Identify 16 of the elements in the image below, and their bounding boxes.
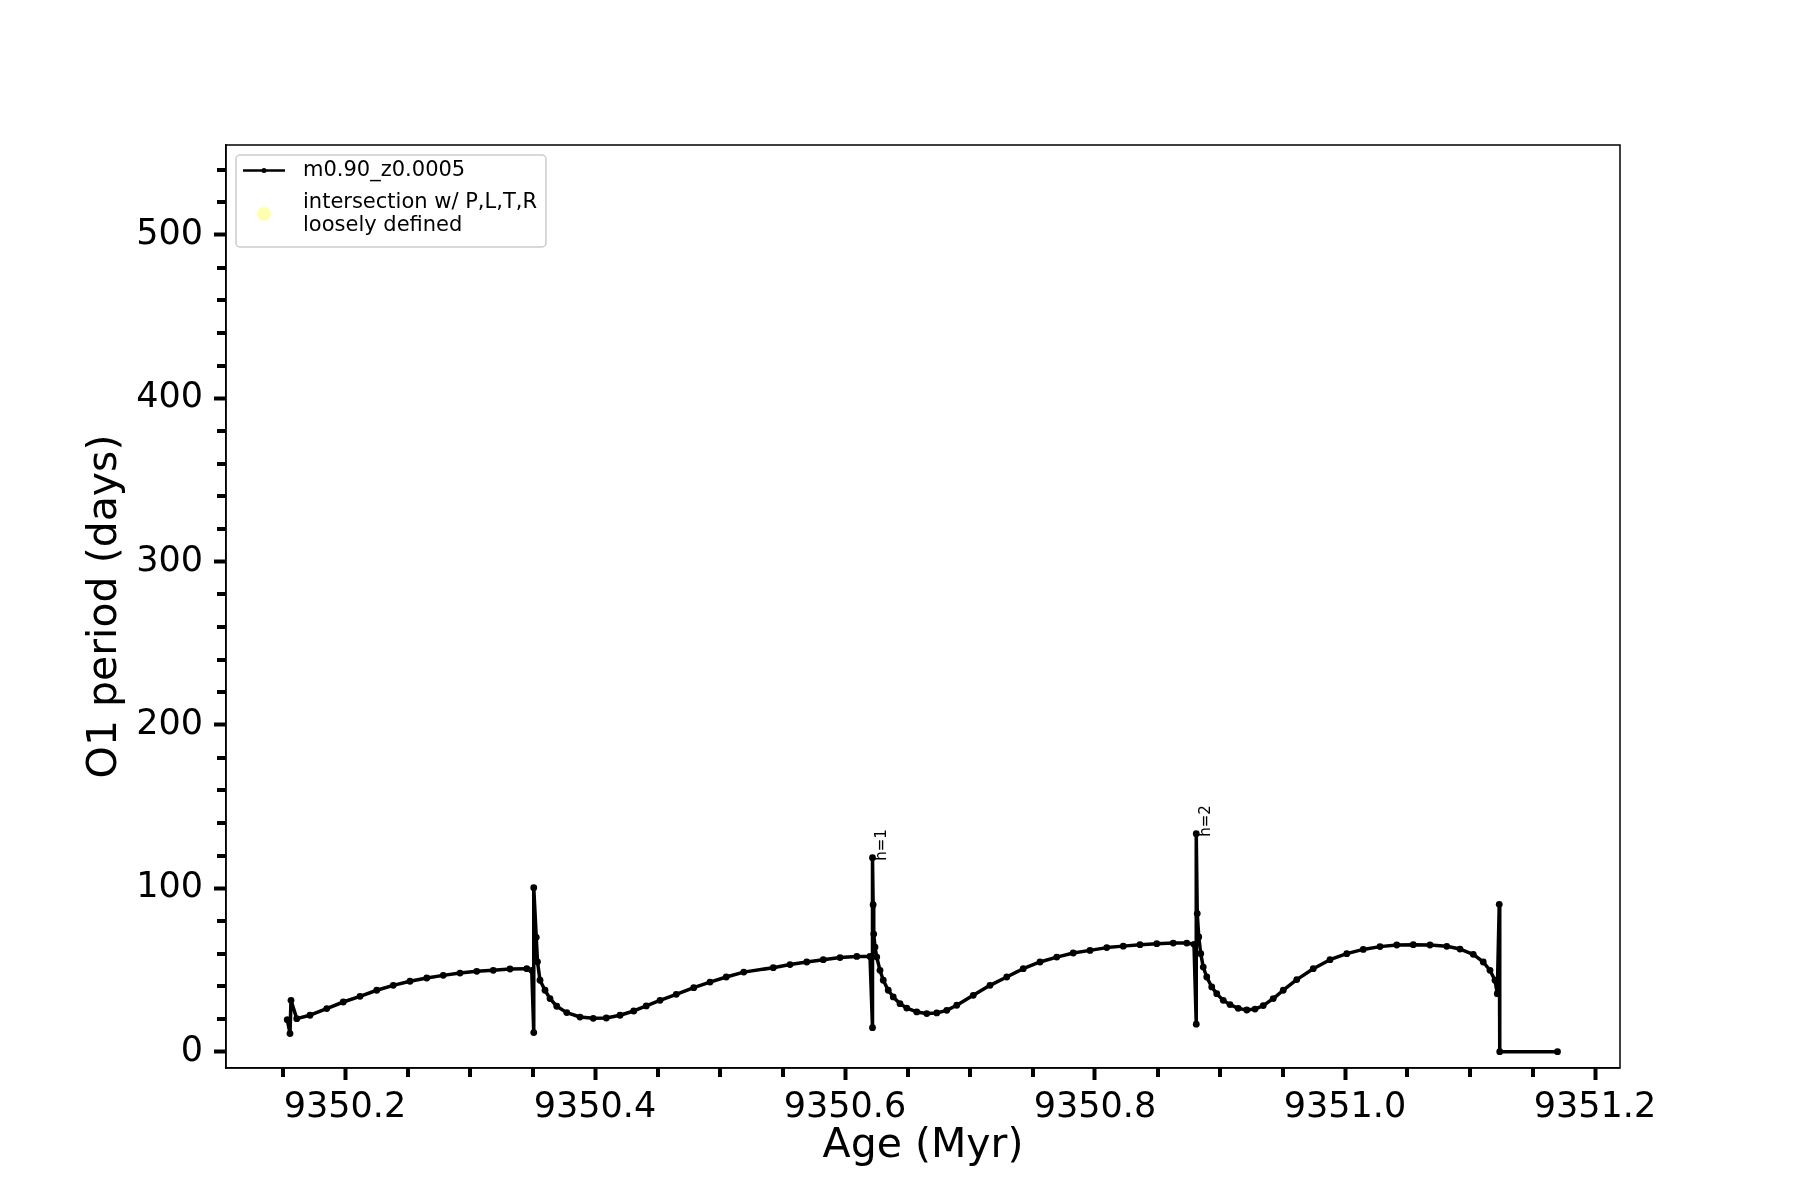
y-tick-label: 500 — [136, 211, 203, 252]
x-tick-label: 9351.2 — [1533, 1085, 1657, 1126]
y-axis-title: O1 period (days) — [78, 434, 127, 779]
y-tick-label: 0 — [180, 1028, 203, 1069]
annotation: h=2 — [1195, 805, 1214, 837]
y-tick-label: 400 — [136, 375, 203, 416]
annotation: h=1 — [871, 829, 890, 861]
y-tick-label: 300 — [136, 538, 203, 579]
x-tick-label: 9350.4 — [533, 1085, 657, 1126]
legend-label: intersection w/ P,L,T,R loosely defined — [303, 188, 537, 236]
x-tick-label: 9351.0 — [1283, 1085, 1407, 1126]
x-tick-label: 9350.2 — [283, 1085, 407, 1126]
y-tick-label: 100 — [136, 865, 203, 906]
y-tick-label: 200 — [136, 702, 203, 743]
legend-label: m0.90_z0.0005 — [303, 156, 466, 182]
x-tick-label: 9350.8 — [1033, 1085, 1157, 1126]
